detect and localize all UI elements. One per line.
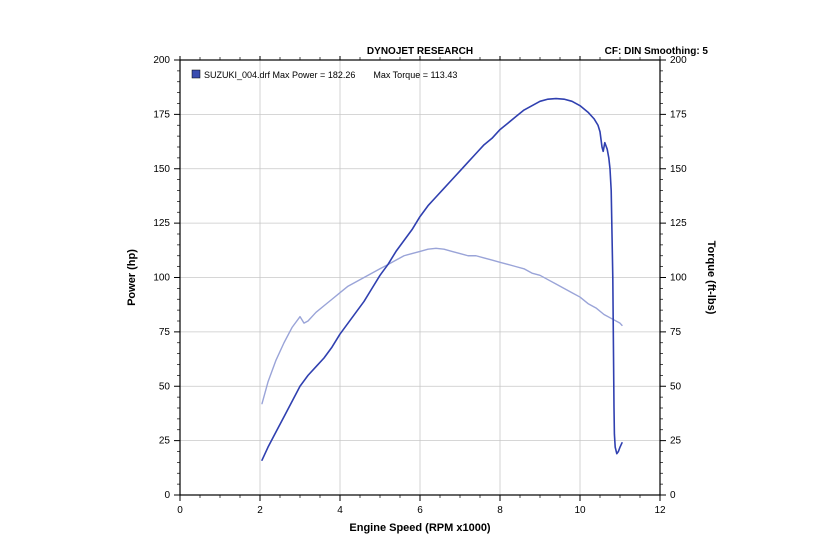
y-left-tick-label: 200 <box>153 55 170 66</box>
y-left-axis-label: Power (hp) <box>126 249 138 306</box>
y-left-tick-label: 0 <box>164 490 170 501</box>
legend-max-power-value: 182.26 <box>328 70 356 80</box>
y-right-tick-label: 25 <box>670 436 682 447</box>
y-left-tick-label: 175 <box>153 109 170 120</box>
y-right-tick-label: 0 <box>670 490 676 501</box>
legend-file-label: SUZUKI_004.drf Max Power = <box>204 70 328 80</box>
y-right-tick-label: 150 <box>670 164 687 175</box>
x-tick-label: 10 <box>574 505 586 516</box>
y-left-tick-label: 50 <box>159 381 171 392</box>
y-right-tick-label: 75 <box>670 327 682 338</box>
legend-marker-icon <box>192 70 200 78</box>
y-right-tick-label: 100 <box>670 273 687 284</box>
y-left-tick-label: 125 <box>153 218 170 229</box>
x-tick-label: 4 <box>337 505 343 516</box>
x-tick-label: 0 <box>177 505 183 516</box>
y-right-tick-label: 50 <box>670 381 682 392</box>
legend: SUZUKI_004.drf Max Power = 182.26 Max Tor… <box>192 70 457 80</box>
y-left-tick-label: 75 <box>159 327 171 338</box>
legend-max-torque-value: 113.43 <box>430 70 457 80</box>
x-tick-label: 6 <box>417 505 423 516</box>
chart-svg: 0246810120025255050757510010012512515015… <box>0 0 820 547</box>
legend-maxtorque-label: Max Torque = <box>373 70 430 80</box>
x-tick-label: 8 <box>497 505 503 516</box>
dyno-chart: 0246810120025255050757510010012512515015… <box>0 0 820 547</box>
y-left-tick-label: 150 <box>153 164 170 175</box>
x-axis-label: Engine Speed (RPM x1000) <box>349 522 491 534</box>
chart-title: DYNOJET RESEARCH <box>367 46 473 57</box>
y-right-tick-label: 175 <box>670 109 687 120</box>
x-tick-label: 2 <box>257 505 263 516</box>
legend-text: SUZUKI_004.drf Max Power = 182.26 Max Tor… <box>204 70 457 80</box>
x-tick-label: 12 <box>654 505 666 516</box>
y-right-axis-label: Torque (ft-lbs) <box>705 241 717 315</box>
y-left-tick-label: 100 <box>153 273 170 284</box>
y-right-tick-label: 125 <box>670 218 687 229</box>
y-left-tick-label: 25 <box>159 436 171 447</box>
top-right-label: CF: DIN Smoothing: 5 <box>605 46 709 57</box>
